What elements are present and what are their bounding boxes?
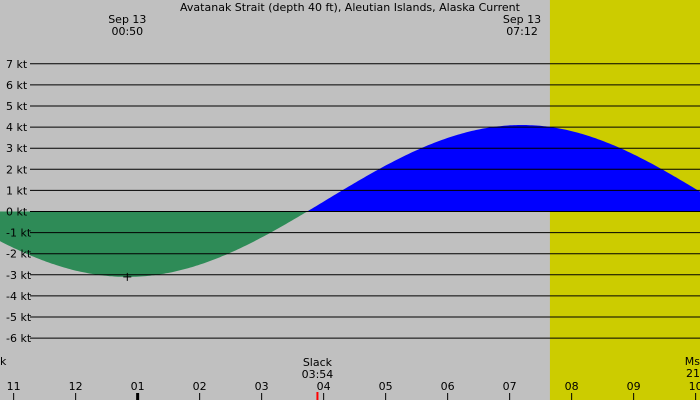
y-tick-label: -6 kt [6, 332, 32, 345]
flood-current-area [0, 125, 700, 212]
hour-label: 06 [441, 380, 455, 393]
edge-label-right-top: Ms [685, 355, 700, 368]
ebb-current-area [0, 211, 700, 277]
extreme-date: Sep 13 [503, 13, 541, 26]
hour-label: 08 [565, 380, 579, 393]
hour-label: 04 [317, 380, 331, 393]
hour-label: 01 [131, 380, 145, 393]
y-tick-label: 3 kt [6, 142, 28, 155]
chart-title: Avatanak Strait (depth 40 ft), Aleutian … [180, 1, 521, 14]
hour-label: 05 [379, 380, 393, 393]
hour-label: 09 [627, 380, 641, 393]
event-label: Slack [303, 356, 333, 369]
y-tick-label: -4 kt [6, 290, 32, 303]
y-tick-label: 6 kt [6, 79, 28, 92]
event-time: 03:54 [302, 368, 334, 381]
y-tick-label: -3 kt [6, 269, 32, 282]
edge-label-left-top: k [0, 355, 7, 368]
edge-label-right-bottom: 21 [686, 367, 700, 380]
y-tick-label: 7 kt [6, 58, 28, 71]
hour-label: 03 [255, 380, 269, 393]
y-tick-label: 0 kt [6, 206, 28, 219]
y-tick-label: 2 kt [6, 163, 28, 176]
extreme-date: Sep 13 [108, 13, 146, 26]
y-tick-labels: 7 kt 6 kt 5 kt 4 kt 3 kt 2 kt 1 kt 0 kt -1 kt -2 … [6, 58, 32, 345]
y-gridlines [30, 63, 700, 339]
hour-label: 07 [503, 380, 517, 393]
y-tick-label: 5 kt [6, 100, 28, 113]
hour-label: 02 [193, 380, 207, 393]
hour-label: 11 [7, 380, 21, 393]
min-marker [123, 272, 132, 281]
y-tick-label: -1 kt [6, 227, 32, 240]
y-tick-label: 4 kt [6, 121, 28, 134]
hour-label: 10 [689, 380, 700, 393]
y-tick-label: -2 kt [6, 248, 32, 261]
extreme-time: 00:50 [111, 25, 143, 38]
y-tick-label: -5 kt [6, 311, 32, 324]
y-tick-label: 1 kt [6, 184, 28, 197]
extreme-time: 07:12 [506, 25, 538, 38]
hour-label: 12 [69, 380, 83, 393]
hour-axis: 1112010203040506070809101112010203040506… [7, 380, 700, 400]
